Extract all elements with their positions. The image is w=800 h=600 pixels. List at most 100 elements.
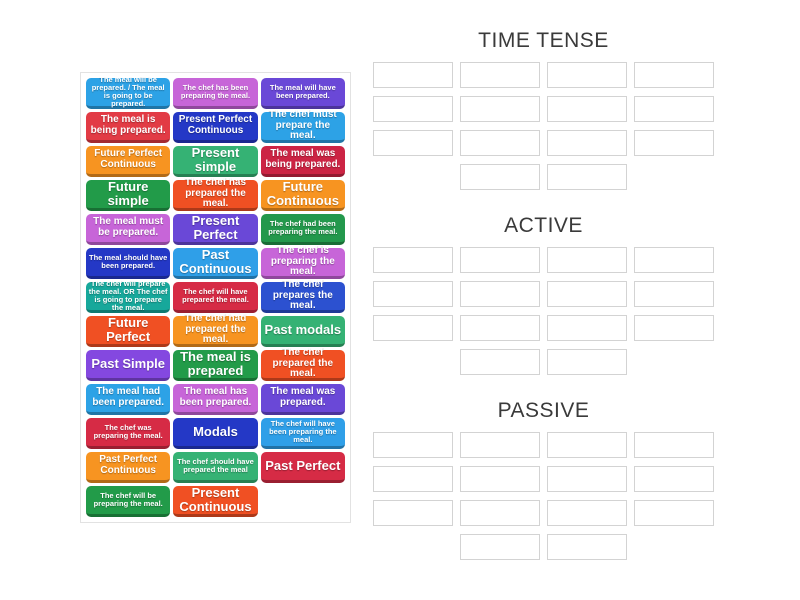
draggable-tile[interactable]: The meal has been prepared.: [173, 384, 258, 415]
draggable-tile[interactable]: The chef should have prepared the meal: [173, 452, 258, 483]
drop-slot[interactable]: [460, 534, 540, 560]
drop-slot[interactable]: [547, 130, 627, 156]
draggable-tile[interactable]: Past Simple: [86, 350, 171, 381]
draggable-tile[interactable]: The chef prepared the meal.: [260, 346, 345, 381]
group-title-time-tense: TIME TENSE: [478, 29, 609, 52]
draggable-tile[interactable]: The chef was preparing the meal.: [86, 418, 171, 449]
draggable-tile[interactable]: The meal is being prepared.: [86, 112, 171, 143]
drop-slot[interactable]: [547, 534, 627, 560]
group-active: ACTIVE: [373, 213, 714, 375]
tile-label: The meal is being prepared.: [90, 114, 166, 136]
draggable-tile[interactable]: Future Perfect Continuous: [86, 146, 171, 177]
tile-label: The chef had prepared the meal.: [184, 312, 247, 346]
drop-slot[interactable]: [634, 130, 714, 156]
draggable-tile[interactable]: The meal was being prepared.: [260, 146, 345, 177]
tile-label: The meal will have been prepared.: [269, 82, 336, 100]
drop-slot[interactable]: [634, 62, 714, 88]
drop-slot[interactable]: [547, 62, 627, 88]
drop-slot[interactable]: [634, 432, 714, 458]
draggable-tile[interactable]: Present Continuous: [173, 485, 258, 517]
drop-slot[interactable]: [634, 466, 714, 492]
drop-slot[interactable]: [460, 432, 540, 458]
drop-slot[interactable]: [547, 281, 627, 307]
draggable-tile[interactable]: The meal must be prepared.: [86, 214, 171, 245]
draggable-tile[interactable]: The chef will have been preparing the me…: [260, 418, 345, 449]
drop-slot[interactable]: [460, 500, 540, 526]
drop-slot[interactable]: [460, 96, 540, 122]
drop-slot[interactable]: [460, 466, 540, 492]
drop-slot[interactable]: [460, 247, 540, 273]
draggable-tile[interactable]: The meal was prepared.: [260, 384, 345, 415]
tile-label: Future Perfect Continuous: [94, 148, 163, 170]
drop-slot[interactable]: [634, 315, 714, 341]
draggable-tile[interactable]: The meal will be prepared. / The meal is…: [86, 74, 171, 109]
slot-grid-active: [373, 247, 714, 375]
drop-slot[interactable]: [460, 62, 540, 88]
draggable-tile[interactable]: Present Perfect: [173, 213, 258, 245]
draggable-tile[interactable]: The chef will be preparing the meal.: [86, 486, 171, 517]
draggable-tile[interactable]: Future Perfect: [86, 315, 171, 347]
drop-slot[interactable]: [634, 500, 714, 526]
tile-label: The meal should have been prepared.: [88, 252, 168, 270]
draggable-tile[interactable]: The chef must prepare the meal.: [260, 109, 345, 143]
tile-label: Present Perfect Continuous: [178, 114, 253, 136]
drop-slot[interactable]: [373, 247, 453, 273]
draggable-tile[interactable]: Past Continuous: [173, 247, 258, 279]
slot-grid-passive: [373, 432, 714, 560]
draggable-tile[interactable]: Future Continuous: [260, 179, 345, 211]
draggable-tile[interactable]: The meal should have been prepared.: [86, 248, 171, 279]
draggable-tile[interactable]: The meal had been prepared.: [86, 384, 171, 415]
tile-label: The meal will be prepared. / The meal is…: [91, 74, 165, 109]
drop-slot[interactable]: [547, 466, 627, 492]
draggable-tile[interactable]: Modals: [173, 418, 258, 449]
draggable-tile[interactable]: The chef has prepared the meal.: [173, 177, 258, 211]
draggable-tile[interactable]: The chef will prepare the meal. OR The c…: [86, 279, 171, 313]
group-title-active: ACTIVE: [504, 214, 583, 237]
draggable-tile[interactable]: The chef had been preparing the meal.: [260, 214, 345, 245]
drop-slot[interactable]: [547, 247, 627, 273]
drop-slot[interactable]: [460, 281, 540, 307]
draggable-tile[interactable]: The chef is preparing the meal.: [260, 245, 345, 279]
drop-slot[interactable]: [634, 96, 714, 122]
tile-label: The meal is prepared: [180, 348, 251, 378]
draggable-tile[interactable]: The chef has been preparing the meal.: [173, 78, 258, 109]
tile-label: The meal had been prepared.: [92, 386, 165, 408]
draggable-tile[interactable]: The chef had prepared the meal.: [173, 312, 258, 347]
drop-slot[interactable]: [460, 164, 540, 190]
drop-slot[interactable]: [547, 315, 627, 341]
drop-slot[interactable]: [373, 62, 453, 88]
drop-slot[interactable]: [460, 349, 540, 375]
drop-slot[interactable]: [373, 130, 453, 156]
draggable-tile[interactable]: Present Perfect Continuous: [173, 112, 258, 143]
draggable-tile[interactable]: Past modals: [260, 316, 345, 347]
draggable-tile[interactable]: Future simple: [86, 179, 171, 211]
tile-label: Past Perfect Continuous: [99, 454, 158, 476]
drop-slot[interactable]: [547, 164, 627, 190]
draggable-tile[interactable]: Present simple: [173, 145, 258, 177]
draggable-tile[interactable]: Past Perfect Continuous: [86, 452, 171, 483]
tile-tray: The meal will be prepared. / The meal is…: [80, 72, 351, 523]
drop-slot[interactable]: [373, 432, 453, 458]
drop-slot[interactable]: [373, 281, 453, 307]
drop-slot[interactable]: [547, 349, 627, 375]
draggable-tile[interactable]: The meal will have been prepared.: [260, 78, 345, 109]
drop-slot[interactable]: [373, 466, 453, 492]
tile-label: The chef should have prepared the meal: [177, 456, 254, 474]
draggable-tile[interactable]: The chef will have prepared the meal.: [173, 282, 258, 313]
draggable-tile[interactable]: The meal is prepared: [173, 348, 258, 381]
drop-slot[interactable]: [373, 315, 453, 341]
tile-label: The chef prepared the meal.: [272, 346, 334, 380]
drop-slot[interactable]: [634, 281, 714, 307]
drop-slot[interactable]: [547, 96, 627, 122]
draggable-tile[interactable]: Past Perfect: [260, 452, 345, 483]
draggable-tile[interactable]: The chef prepares the meal.: [260, 279, 345, 313]
drop-slot[interactable]: [460, 315, 540, 341]
drop-slot[interactable]: [547, 500, 627, 526]
drop-slot[interactable]: [547, 432, 627, 458]
tile-label: Modals: [193, 423, 238, 439]
drop-slot[interactable]: [373, 500, 453, 526]
drop-slot[interactable]: [373, 96, 453, 122]
drop-slot[interactable]: [634, 247, 714, 273]
tile-label: Past Simple: [91, 355, 166, 371]
drop-slot[interactable]: [460, 130, 540, 156]
